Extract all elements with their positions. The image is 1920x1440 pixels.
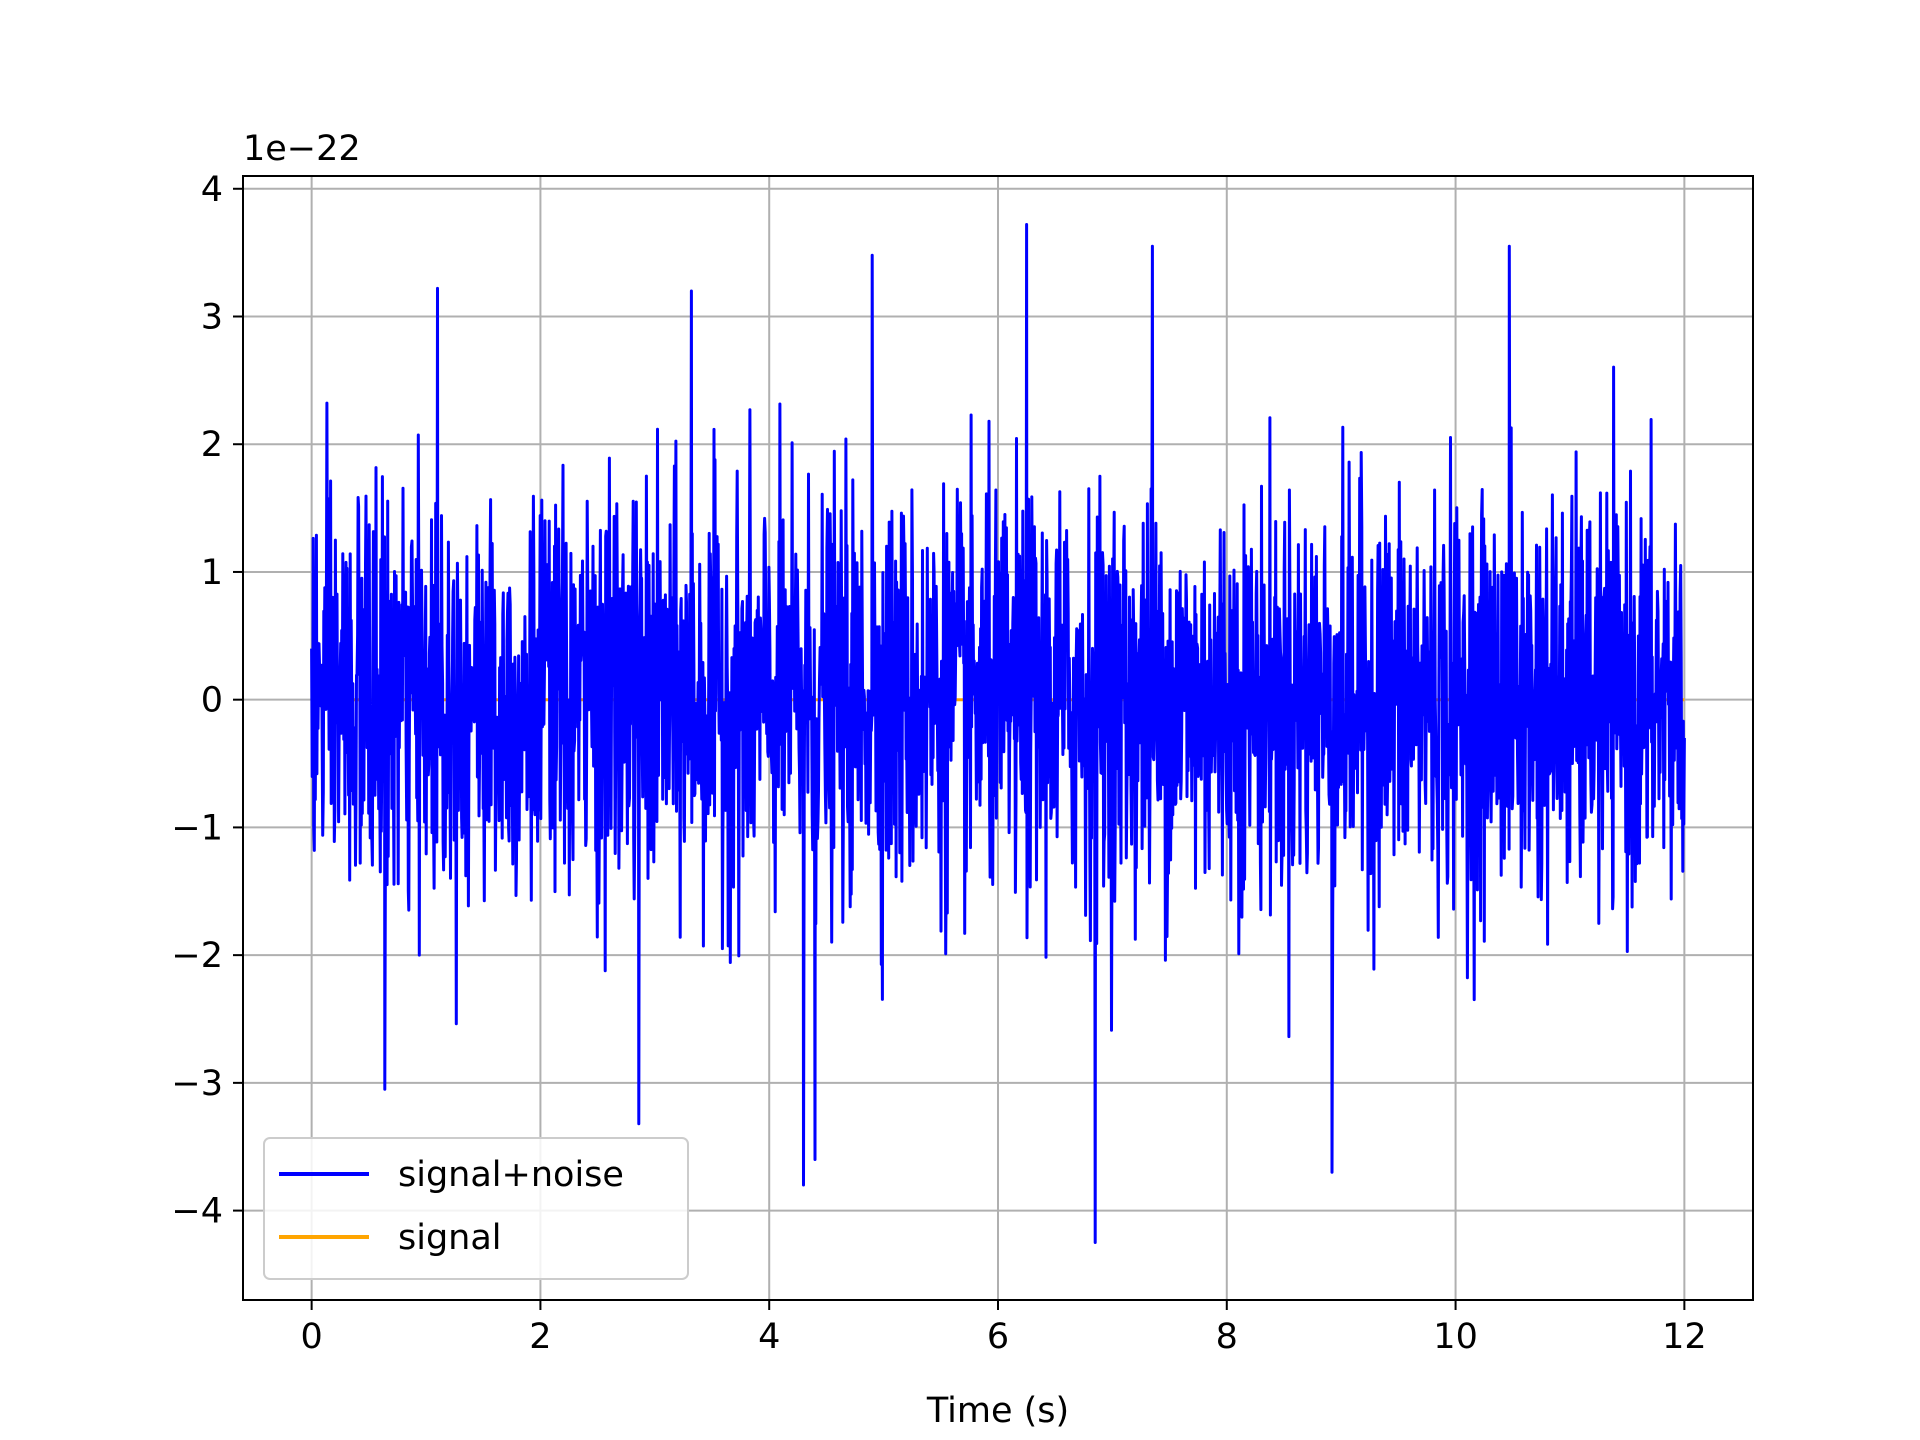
series-layer <box>310 223 1686 1244</box>
legend-box <box>263 1137 689 1280</box>
x-tick-label: 6 <box>987 1317 1009 1357</box>
legend-label-signal-noise: signal+noise <box>398 1155 624 1195</box>
y-tick-label: 3 <box>201 298 223 338</box>
legend: signal+noise signal <box>263 1137 689 1280</box>
legend-label-signal: signal <box>398 1218 502 1258</box>
x-tick-label: 10 <box>1433 1317 1478 1357</box>
x-tick-label: 8 <box>1216 1317 1238 1357</box>
y-tick-label: 0 <box>201 681 223 721</box>
y-tick-label: −2 <box>171 936 223 976</box>
x-tick-label: 4 <box>758 1317 780 1357</box>
y-offset-label: 1e−22 <box>243 129 361 169</box>
x-axis-label: Time (s) <box>926 1391 1069 1431</box>
x-tick-label: 12 <box>1662 1317 1707 1357</box>
x-tick-label: 0 <box>300 1317 322 1357</box>
y-tick-label: −1 <box>171 808 223 848</box>
y-tick-label: 1 <box>201 553 223 593</box>
x-tick-label: 2 <box>529 1317 551 1357</box>
series-line-signal-noise <box>310 223 1686 1244</box>
y-tick-label: 2 <box>201 425 223 465</box>
y-tick-label: −3 <box>171 1064 223 1104</box>
y-tick-label: −4 <box>171 1192 223 1232</box>
y-tick-label: 4 <box>201 170 223 210</box>
